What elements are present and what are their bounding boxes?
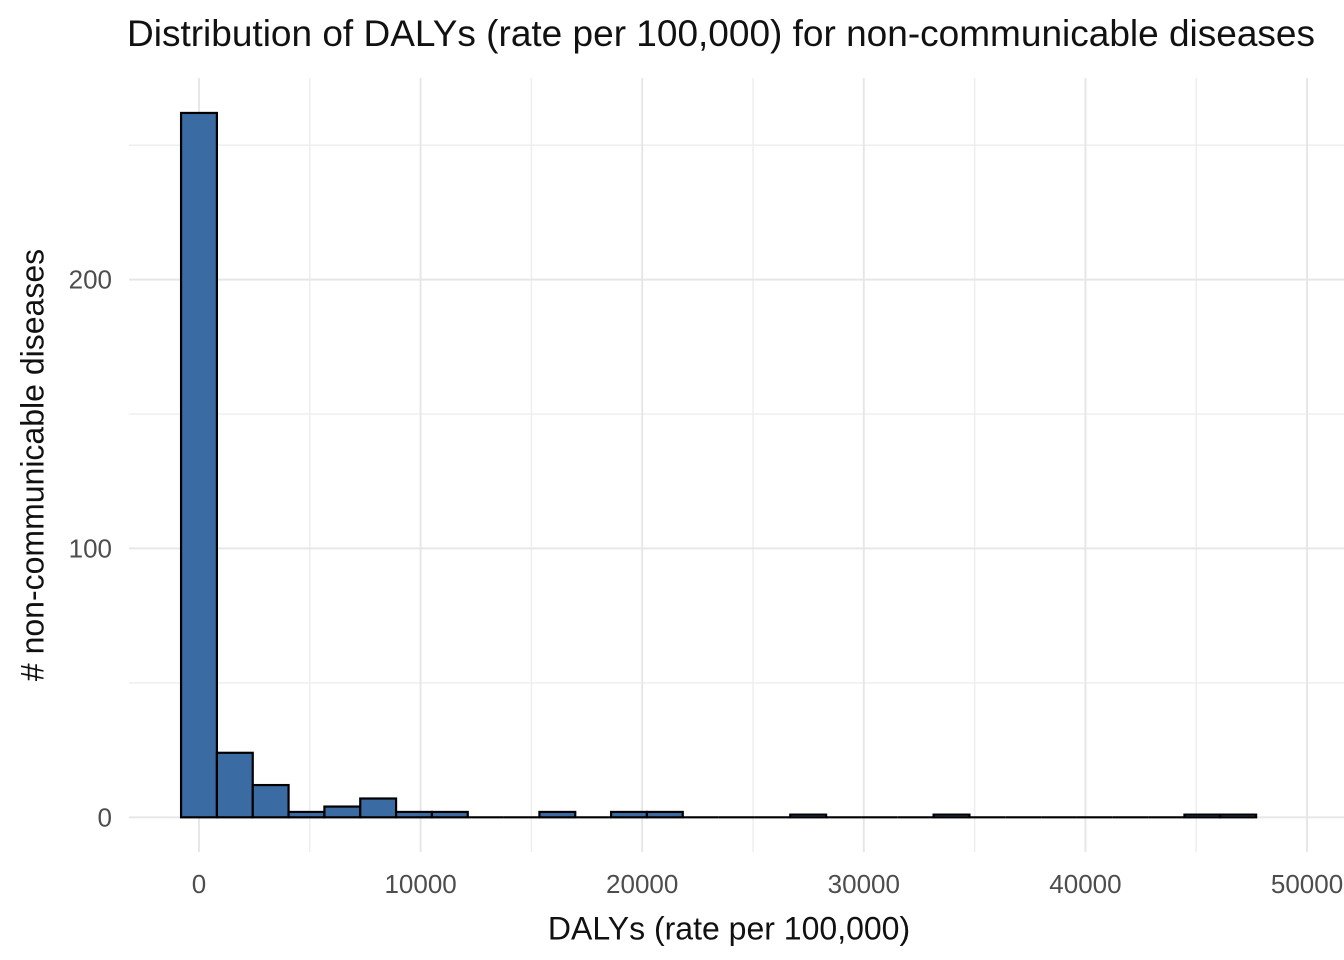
histogram-bar [287, 810, 326, 819]
histogram-bar [645, 810, 684, 819]
histogram-bar [609, 810, 649, 819]
y-tick-label: 100 [69, 533, 112, 563]
chart-title: Distribution of DALYs (rate per 100,000)… [127, 14, 1316, 54]
histogram-bar [215, 751, 254, 819]
histogram-bar [538, 810, 577, 819]
histogram-bar [430, 810, 469, 819]
histogram-bar [251, 783, 290, 819]
x-tick-label: 10000 [384, 869, 456, 899]
y-tick-label: 0 [98, 802, 112, 832]
histogram-bar [789, 813, 828, 819]
histogram-bar [179, 111, 219, 819]
x-axis-title: DALYs (rate per 100,000) [547, 910, 911, 947]
y-tick-label: 200 [69, 265, 112, 295]
y-axis-title: # non-communicable diseases [14, 248, 51, 682]
x-tick-label: 30000 [828, 869, 900, 899]
histogram-bar [359, 797, 398, 819]
histogram-bar [1183, 813, 1222, 819]
x-tick-label: 0 [192, 869, 206, 899]
histogram-bar [323, 805, 362, 819]
histogram-bar [932, 813, 971, 819]
histogram-bar [394, 810, 434, 819]
x-tick-label: 50000 [1271, 869, 1343, 899]
x-tick-label: 20000 [606, 869, 678, 899]
x-tick-label: 40000 [1049, 869, 1121, 899]
histogram-bar [1219, 813, 1258, 819]
